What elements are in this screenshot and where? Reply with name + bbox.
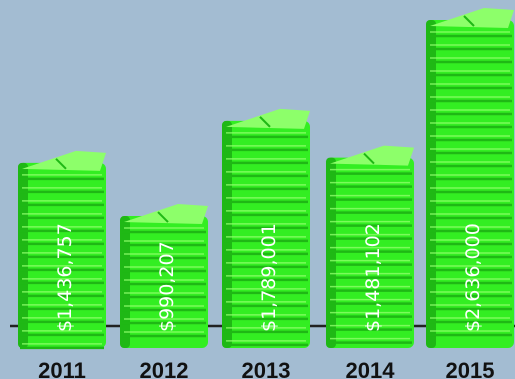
x-tick-label: 2013 — [242, 358, 291, 379]
bar-value-label: $1,436,757 — [54, 223, 76, 332]
x-tick-label: 2011 — [38, 358, 86, 379]
bar-2011 — [18, 150, 106, 350]
bar-value-label: $2,636,000 — [462, 223, 484, 332]
bar-2012 — [120, 204, 208, 348]
bar-value-label: $1,789,001 — [258, 223, 280, 332]
x-tick-label: 2015 — [446, 358, 495, 379]
x-tick-label: 2014 — [346, 358, 396, 379]
bar-2015 — [426, 8, 514, 348]
x-tick-label: 2012 — [140, 358, 189, 379]
bar-value-label: $990,207 — [156, 241, 178, 332]
bar-2014 — [326, 145, 414, 348]
bar-2013 — [222, 108, 310, 349]
bar-value-label: $1,481,102 — [362, 223, 384, 332]
x-tick-labels-group: 2011 2012 2013 2014 2015 — [38, 358, 494, 379]
value-labels-group: $1,436,757 $990,207 $1,789,001 $1,481,102 $2… — [54, 223, 484, 332]
bars-group — [18, 8, 514, 350]
